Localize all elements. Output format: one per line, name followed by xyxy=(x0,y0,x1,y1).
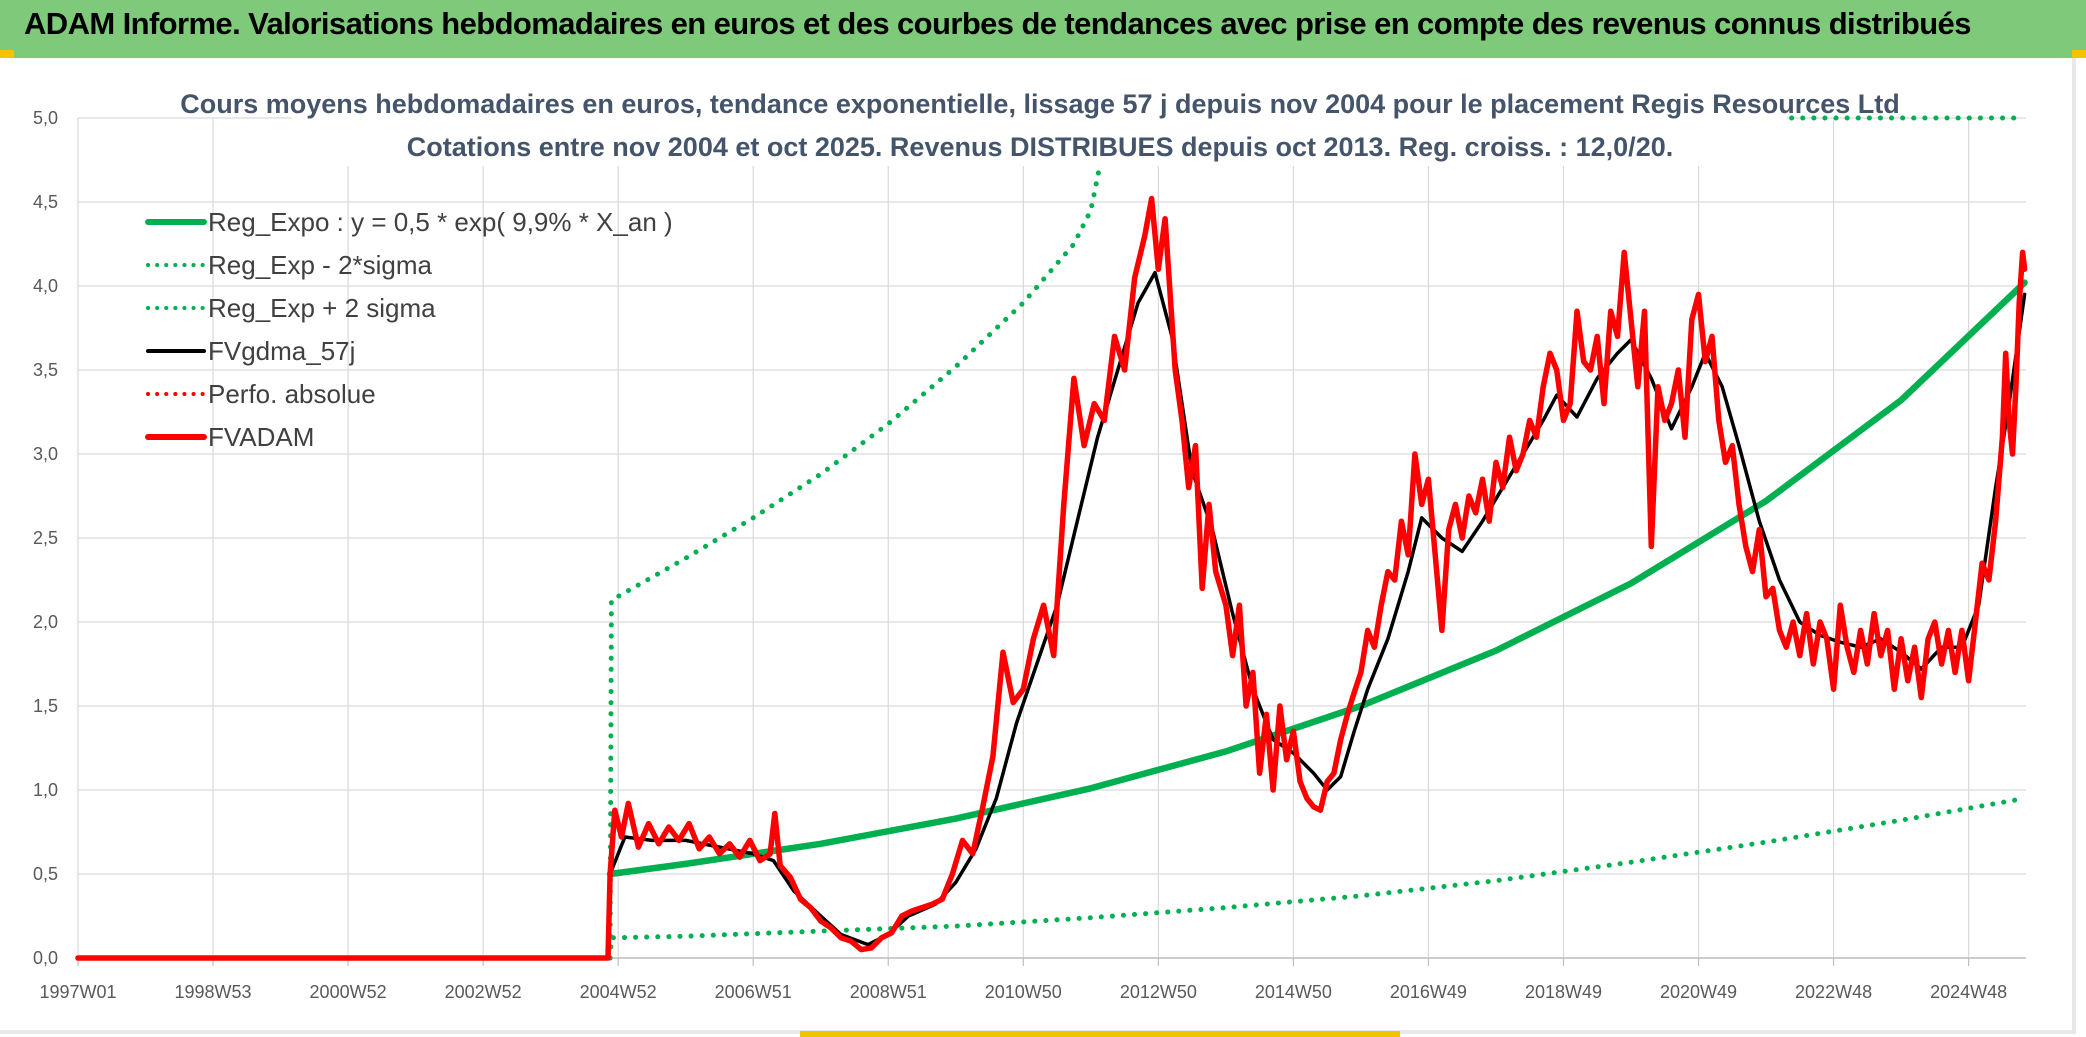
x-tick-label: 2008W51 xyxy=(850,982,927,1002)
y-tick-label: 3,5 xyxy=(33,360,58,380)
legend: Reg_Expo : y = 0,5 * exp( 9,9% * X_an ) R… xyxy=(145,207,673,452)
y-tick-label: 0,0 xyxy=(33,948,58,968)
header-bar: ADAM Informe. Valorisations hebdomadaire… xyxy=(0,0,2086,58)
header-accent-right xyxy=(2072,50,2086,58)
x-tick-label: 2010W50 xyxy=(985,982,1062,1002)
y-tick-label: 4,5 xyxy=(33,192,58,212)
series xyxy=(75,115,2028,961)
price-trend-chart: 0,0 0,5 1,0 1,5 2,0 2,5 3,0 3,5 4,0 4,5 5,0 1997W01… xyxy=(33,84,2028,1002)
header-accent-left xyxy=(0,50,14,58)
legend-label: FVADAM xyxy=(208,422,314,452)
y-tick-label: 2,0 xyxy=(33,612,58,632)
legend-label: Reg_Exp + 2 sigma xyxy=(208,293,436,323)
y-tick-label: 3,0 xyxy=(33,444,58,464)
grid xyxy=(77,117,2026,959)
y-tick-label: 0,5 xyxy=(33,864,58,884)
footer-accent xyxy=(800,1031,1400,1037)
y-tick-label: 1,0 xyxy=(33,780,58,800)
x-tick-label: 2000W52 xyxy=(310,982,387,1002)
chart-frame: 0,0 0,5 1,0 1,5 2,0 2,5 3,0 3,5 4,0 4,5 5,0 1997W01… xyxy=(0,58,2076,1034)
y-tick-label: 4,0 xyxy=(33,276,58,296)
legend-label: FVgdma_57j xyxy=(208,336,355,366)
report-title: ADAM Informe. Valorisations hebdomadaire… xyxy=(24,6,1971,41)
x-tick-label: 2024W48 xyxy=(1930,982,2007,1002)
y-tick-label: 2,5 xyxy=(33,528,58,548)
title-background xyxy=(292,84,1787,166)
series-line xyxy=(607,157,1104,961)
series-line xyxy=(606,279,2028,878)
chart-subtitle: Cotations entre nov 2004 et oct 2025. Re… xyxy=(407,132,1673,162)
chart-title: Cours moyens hebdomadaires en euros, ten… xyxy=(180,89,1900,119)
x-tick-label: 1997W01 xyxy=(39,982,116,1002)
x-tick-label: 2002W52 xyxy=(445,982,522,1002)
legend-label: Reg_Exp - 2*sigma xyxy=(208,250,433,280)
y-tick-label: 1,5 xyxy=(33,696,58,716)
x-tick-label: 2004W52 xyxy=(580,982,657,1002)
x-tick-label: 2006W51 xyxy=(715,982,792,1002)
x-tick-label: 2012W50 xyxy=(1120,982,1197,1002)
x-tick-label: 2016W49 xyxy=(1390,982,1467,1002)
x-tick-label: 2014W50 xyxy=(1255,982,1332,1002)
series-line xyxy=(607,795,2028,961)
axes: 0,0 0,5 1,0 1,5 2,0 2,5 3,0 3,5 4,0 4,5 5,0 1997W01… xyxy=(33,108,2026,1002)
x-tick-label: 2020W49 xyxy=(1660,982,1737,1002)
legend-label: Perfo. absolue xyxy=(208,379,376,409)
legend-label: Reg_Expo : y = 0,5 * exp( 9,9% * X_an ) xyxy=(208,207,673,237)
series-line xyxy=(75,195,2028,961)
x-tick-label: 2022W48 xyxy=(1795,982,1872,1002)
y-tick-label: 5,0 xyxy=(33,108,58,128)
x-tick-label: 2018W49 xyxy=(1525,982,1602,1002)
x-tick-label: 1998W53 xyxy=(175,982,252,1002)
